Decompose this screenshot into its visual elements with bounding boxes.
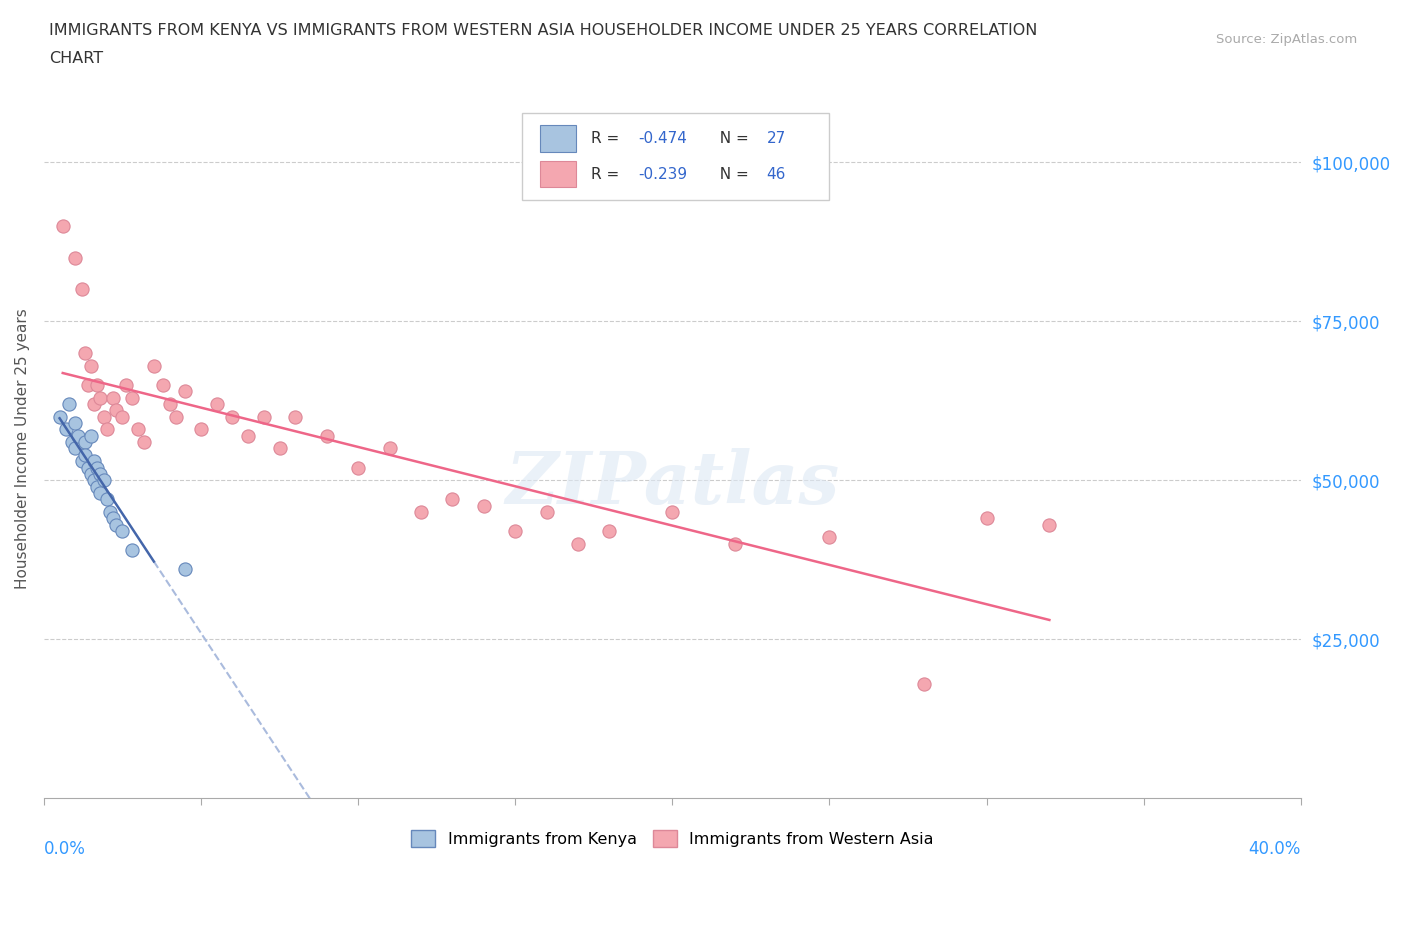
Point [818, 530, 841, 545]
Point [127, 422, 149, 437]
Point [159, 396, 181, 411]
Point [80, 429, 103, 444]
Text: 40.0%: 40.0% [1249, 840, 1301, 858]
Point [73, 447, 96, 462]
Point [190, 422, 212, 437]
Y-axis label: Householder Income Under 25 years: Householder Income Under 25 years [15, 308, 30, 589]
Point [77, 460, 100, 475]
Text: CHART: CHART [49, 51, 103, 66]
Point [93, 409, 115, 424]
Text: N =: N = [710, 166, 754, 181]
Point [347, 460, 370, 475]
Point [80, 467, 103, 482]
Point [152, 378, 174, 392]
Point [96, 492, 118, 507]
Point [598, 524, 620, 538]
Text: N =: N = [710, 131, 754, 146]
Point [976, 511, 998, 525]
Point [121, 391, 143, 405]
Point [111, 409, 134, 424]
Point [48, 409, 70, 424]
Point [77, 378, 100, 392]
Point [105, 517, 128, 532]
Point [142, 358, 165, 373]
Point [503, 524, 526, 538]
Point [269, 441, 291, 456]
Point [134, 434, 156, 449]
Point [89, 467, 111, 482]
Text: ZIPatlas: ZIPatlas [505, 448, 839, 519]
Point [409, 505, 432, 520]
Point [89, 391, 111, 405]
Point [284, 409, 307, 424]
Point [65, 416, 87, 431]
Point [70, 454, 93, 469]
Point [73, 346, 96, 361]
Point [121, 543, 143, 558]
Point [89, 485, 111, 500]
Point [205, 396, 228, 411]
Point [536, 505, 558, 520]
Text: R =: R = [591, 131, 624, 146]
Point [83, 472, 105, 487]
Point [65, 250, 87, 265]
Point [58, 396, 80, 411]
Point [70, 282, 93, 297]
Text: R =: R = [591, 166, 624, 181]
Point [441, 492, 464, 507]
Point [567, 537, 589, 551]
Legend: Immigrants from Kenya, Immigrants from Western Asia: Immigrants from Kenya, Immigrants from W… [405, 824, 941, 853]
Point [73, 434, 96, 449]
Point [55, 422, 77, 437]
Text: 46: 46 [766, 166, 786, 181]
Point [661, 505, 683, 520]
Text: -0.239: -0.239 [638, 166, 688, 181]
Text: IMMIGRANTS FROM KENYA VS IMMIGRANTS FROM WESTERN ASIA HOUSEHOLDER INCOME UNDER 2: IMMIGRANTS FROM KENYA VS IMMIGRANTS FROM… [49, 23, 1038, 38]
Point [221, 409, 243, 424]
Point [174, 562, 197, 577]
Point [93, 472, 115, 487]
Point [52, 219, 75, 233]
Bar [540, 126, 575, 152]
Point [86, 460, 108, 475]
Point [101, 391, 124, 405]
Point [236, 429, 259, 444]
Point [96, 422, 118, 437]
Point [1038, 517, 1060, 532]
Point [111, 524, 134, 538]
Point [67, 429, 90, 444]
Point [98, 505, 121, 520]
Point [86, 378, 108, 392]
Point [65, 441, 87, 456]
Text: -0.474: -0.474 [638, 131, 688, 146]
Text: 0.0%: 0.0% [44, 840, 86, 858]
Text: 27: 27 [766, 131, 786, 146]
Text: Source: ZipAtlas.com: Source: ZipAtlas.com [1216, 33, 1357, 46]
Point [86, 479, 108, 494]
FancyBboxPatch shape [522, 113, 830, 200]
Point [165, 409, 187, 424]
Point [472, 498, 495, 513]
Point [174, 384, 197, 399]
Point [114, 378, 136, 392]
Point [83, 454, 105, 469]
Point [378, 441, 401, 456]
Point [253, 409, 276, 424]
Point [80, 358, 103, 373]
Point [724, 537, 747, 551]
Point [105, 403, 128, 418]
Point [83, 396, 105, 411]
Point [315, 429, 337, 444]
Bar [540, 161, 575, 188]
Point [912, 676, 935, 691]
Point [101, 511, 124, 525]
Point [60, 434, 83, 449]
